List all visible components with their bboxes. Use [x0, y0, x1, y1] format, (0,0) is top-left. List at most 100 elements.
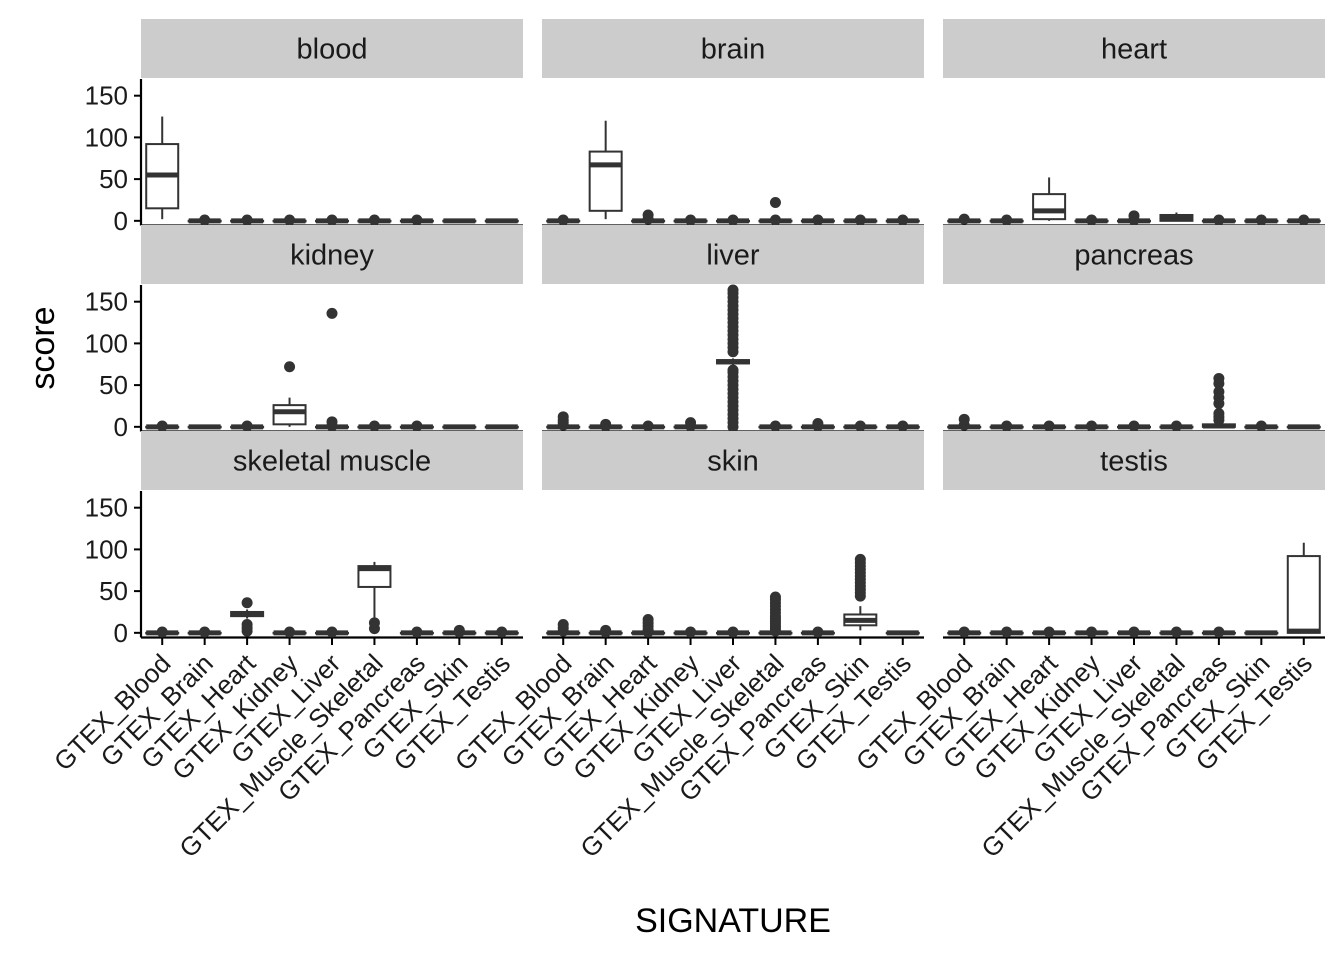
- outlier-point: [685, 626, 697, 638]
- outlier-point: [958, 413, 970, 425]
- box-gtex-heart: [230, 420, 265, 432]
- facet-blood: blood 0 50 100 150: [85, 19, 523, 236]
- box-gtex-muscle-skeletal: [758, 591, 793, 637]
- outlier-point: [1043, 420, 1055, 432]
- outlier-point: [1298, 214, 1310, 226]
- box-gtex-skin: [843, 553, 878, 631]
- box-gtex-liver: [716, 626, 750, 638]
- y-axis-title: score: [24, 306, 62, 389]
- box-gtex-skin: [1244, 420, 1279, 432]
- box-iqr: [272, 404, 307, 426]
- box-gtex-liver: [1117, 420, 1151, 432]
- outlier-point: [411, 626, 423, 638]
- outlier-point: [453, 624, 465, 636]
- outlier-point: [1128, 420, 1140, 432]
- y-tick-label: 0: [114, 412, 128, 442]
- box-gtex-testis: [885, 420, 920, 432]
- box-gtex-kidney: [1074, 214, 1109, 226]
- box-gtex-brain: [588, 120, 623, 220]
- box-gtex-blood: [546, 618, 581, 637]
- outlier-point: [1001, 420, 1013, 432]
- outlier-point: [812, 214, 824, 226]
- box-gtex-testis: [484, 424, 519, 430]
- box-gtex-brain: [588, 418, 623, 432]
- outlier-point: [769, 196, 781, 208]
- y-tick-label: 150: [85, 287, 128, 317]
- box-gtex-pancreas: [399, 214, 434, 226]
- outlier-point: [1255, 420, 1267, 432]
- box-gtex-liver: [716, 214, 750, 226]
- facet-strip: [542, 431, 924, 490]
- y-tick-label: 50: [99, 164, 128, 194]
- box-gtex-blood: [546, 214, 581, 226]
- outlier-point: [854, 214, 866, 226]
- facet-strip: [542, 19, 924, 78]
- outlier-point: [326, 416, 338, 428]
- box-gtex-pancreas: [1201, 626, 1236, 638]
- outlier-point: [411, 214, 423, 226]
- box-gtex-liver: [716, 284, 750, 433]
- outlier-point: [1170, 626, 1182, 638]
- box-gtex-brain: [187, 626, 222, 638]
- box-gtex-heart: [1032, 626, 1067, 638]
- facet-strip: [141, 225, 523, 284]
- outlier-point: [854, 553, 866, 565]
- outlier-point: [642, 209, 654, 221]
- outlier-point: [496, 626, 508, 638]
- outlier-point: [1128, 626, 1140, 638]
- outlier-point: [368, 420, 380, 432]
- outlier-point: [1086, 420, 1098, 432]
- box-gtex-blood: [145, 626, 180, 638]
- box-gtex-brain: [989, 626, 1024, 638]
- outlier-point: [368, 214, 380, 226]
- outlier-point: [199, 214, 211, 226]
- box-gtex-pancreas: [399, 420, 434, 432]
- outlier-point: [600, 624, 612, 636]
- outlier-point: [1213, 214, 1225, 226]
- outlier-point: [1001, 626, 1013, 638]
- facet-strip-label: skeletal muscle: [233, 446, 431, 478]
- outlier-point: [156, 626, 168, 638]
- y-tick-label: 150: [85, 81, 128, 111]
- outlier-point: [727, 214, 739, 226]
- facet-grid: blood 0 50 100 150 brain heart kidney 0 50 100 150 l…: [48, 19, 1325, 863]
- box-gtex-kidney: [673, 214, 708, 226]
- box-gtex-muscle-skeletal: [758, 420, 793, 432]
- box-gtex-liver: [315, 307, 349, 432]
- box-gtex-heart: [230, 597, 265, 637]
- facet-pancreas: pancreas: [943, 225, 1325, 433]
- outlier-point: [769, 214, 781, 226]
- facet-skeletal-muscle: skeletal muscle050100150GTEX_BloodGTEX_B…: [48, 431, 523, 863]
- box-gtex-muscle-skeletal: [1159, 420, 1194, 432]
- x-axis-title: SIGNATURE: [635, 902, 831, 940]
- box-gtex-pancreas: [800, 626, 835, 638]
- outlier-point: [1213, 626, 1225, 638]
- outlier-point: [284, 361, 296, 373]
- facet-strip-label: kidney: [290, 240, 374, 272]
- outlier-point: [326, 214, 338, 226]
- box-gtex-heart: [230, 214, 265, 226]
- outlier-point: [727, 364, 739, 376]
- box-gtex-testis: [484, 218, 519, 224]
- box-gtex-liver: [1117, 626, 1151, 638]
- box-gtex-kidney: [272, 214, 307, 226]
- outlier-point: [326, 626, 338, 638]
- box-gtex-brain: [989, 420, 1024, 432]
- box-gtex-blood: [145, 116, 180, 220]
- outlier-point: [326, 307, 338, 319]
- box-iqr: [1032, 193, 1067, 221]
- box-iqr: [357, 565, 392, 588]
- box-gtex-testis: [1286, 424, 1321, 430]
- box-gtex-testis: [885, 630, 920, 636]
- y-tick-label: 0: [114, 618, 128, 648]
- outlier-point: [241, 597, 253, 609]
- outlier-point: [1255, 214, 1267, 226]
- outlier-point: [958, 626, 970, 638]
- box-gtex-brain: [588, 624, 623, 638]
- facet-strip: [542, 225, 924, 284]
- outlier-point: [284, 214, 296, 226]
- outlier-point: [685, 214, 697, 226]
- outlier-point: [958, 213, 970, 225]
- outlier-point: [854, 420, 866, 432]
